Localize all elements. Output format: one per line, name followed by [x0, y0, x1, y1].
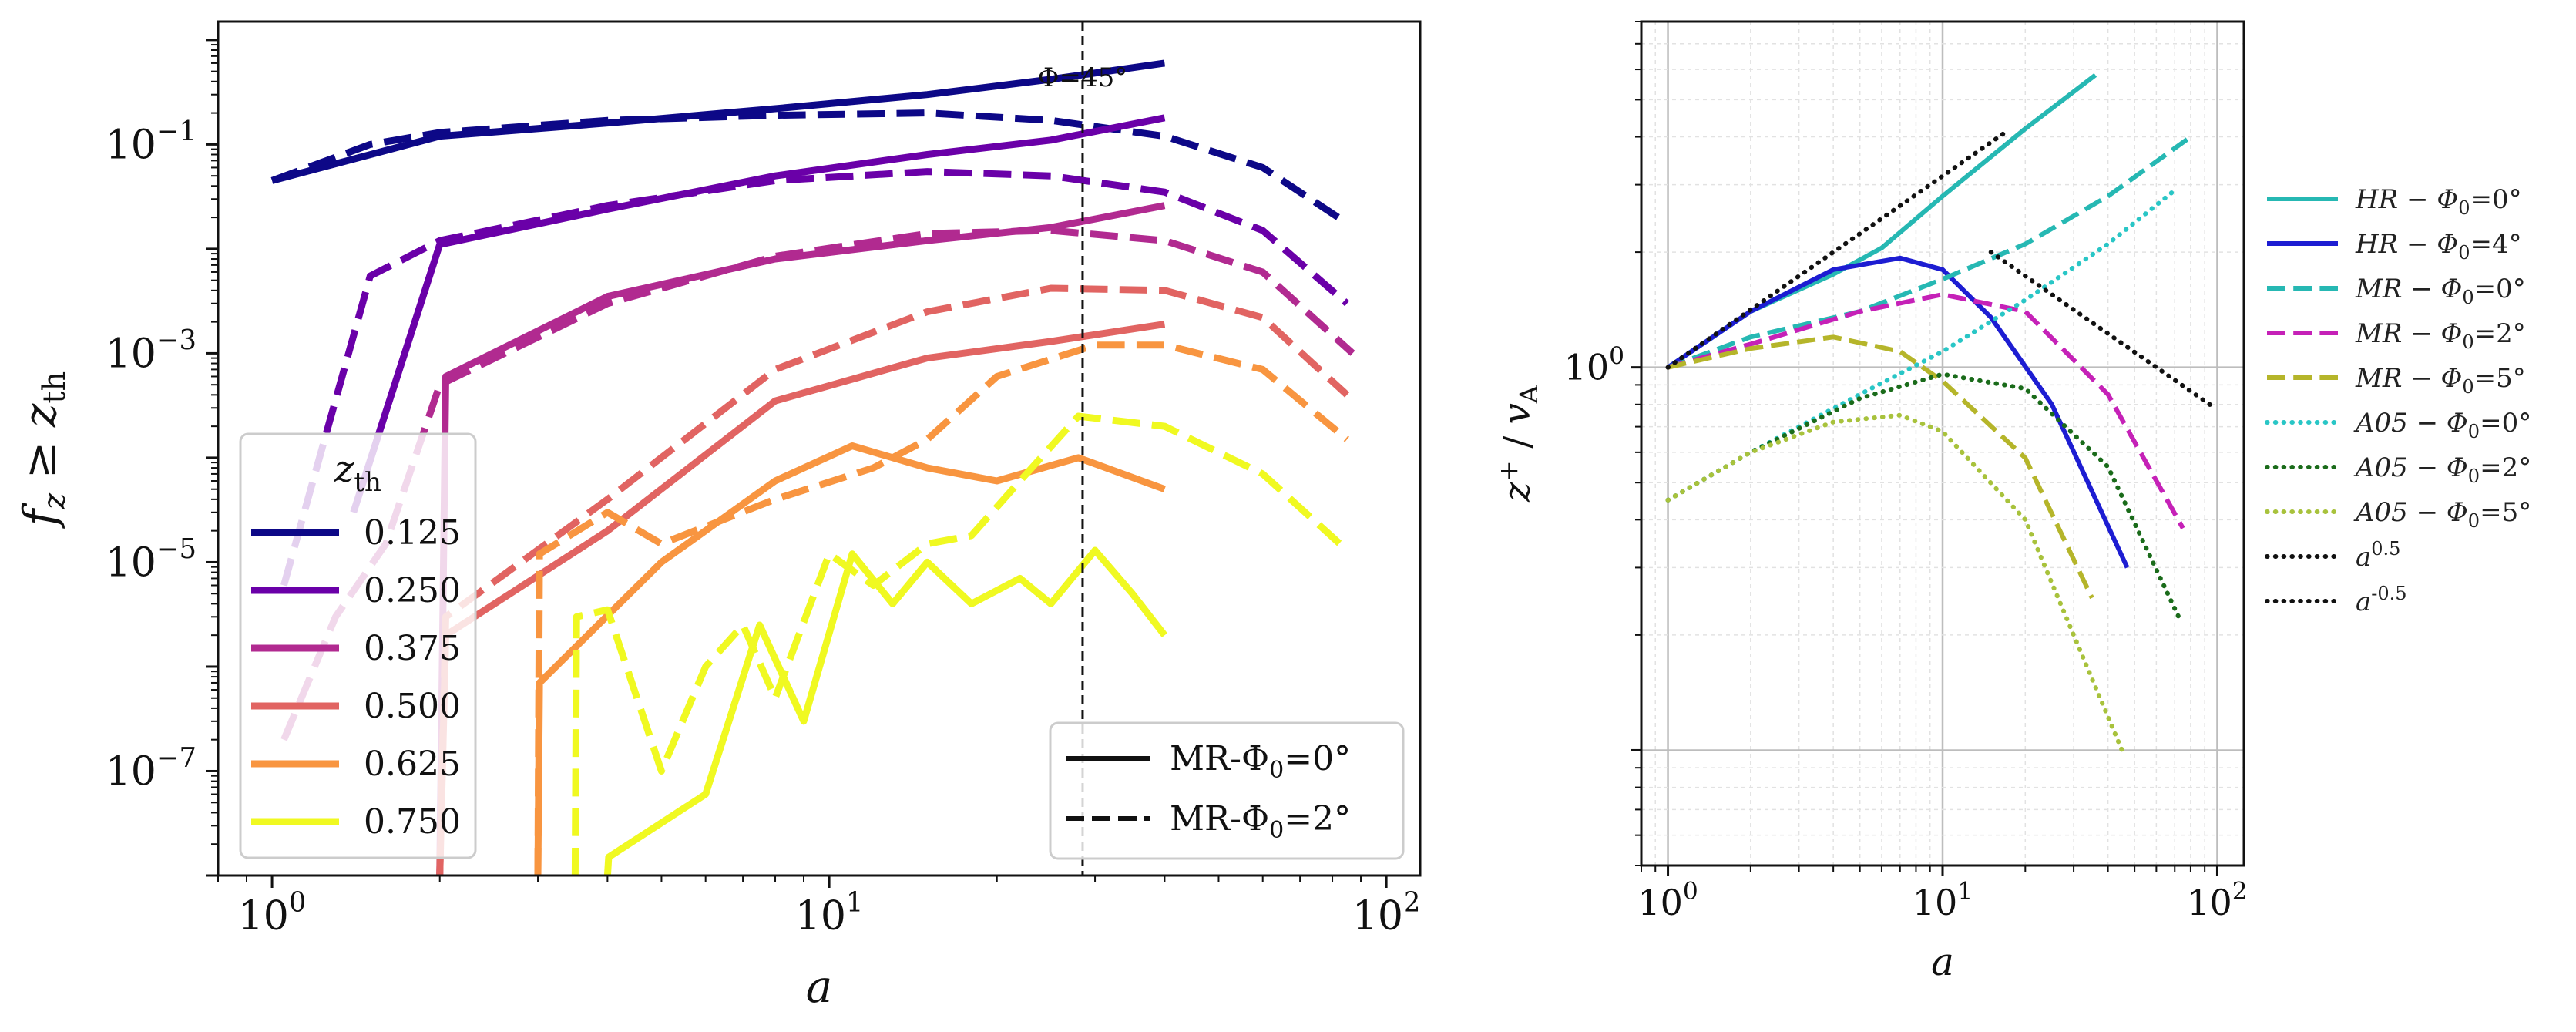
right-legend-label: A05 − Φ0=0°	[2353, 408, 2531, 442]
legend-style-label: MR-Φ0=2°	[1170, 799, 1351, 844]
right-x-tick-label: 102	[2187, 877, 2247, 923]
right-x-tick-label: 101	[1913, 877, 1973, 923]
series-line-MRΦ05	[1667, 334, 2094, 600]
left-plot-frame	[217, 20, 1422, 877]
legend-zth-label: 0.250	[364, 571, 461, 610]
right-legend-label: A05 − Φ0=5°	[2353, 497, 2531, 532]
left-x-tick-label: 100	[238, 887, 307, 940]
left-y-tick-label: 10−5	[106, 533, 196, 586]
series-line-zth-0.625-solid	[534, 442, 1166, 876]
series-line-A05Φ00	[1665, 187, 2178, 503]
left-x-tick-label: 102	[1352, 887, 1421, 940]
right-x-tick-label: 100	[1637, 877, 1698, 923]
series-line-a^-0.5	[1988, 250, 2214, 408]
series-line-A05Φ02	[1665, 371, 2182, 622]
series-line-zth-0.250-solid	[350, 114, 1166, 514]
legend-zth-label: 0.500	[364, 687, 461, 726]
right-legend-label: A05 − Φ0=2°	[2353, 452, 2531, 487]
right-y-axis-label: z+ / vA	[1493, 385, 1543, 503]
legend-style-label: MR-Φ0=0°	[1170, 739, 1351, 784]
legend-zth-label: 0.625	[364, 745, 461, 784]
left-y-tick-label: 10−1	[106, 116, 196, 168]
right-legend-label: a0.5	[2356, 538, 2400, 573]
left-x-axis-label: a	[806, 960, 833, 1013]
series-line-zth-0.500-dashed	[436, 284, 1350, 876]
series-line-MRΦ00	[1667, 135, 2192, 370]
legend-zth-title: zth	[334, 448, 381, 498]
right-legend-label: MR − Φ0=0°	[2355, 274, 2526, 308]
legend-zth-label: 0.375	[364, 629, 461, 668]
series-line-zth-0.250-dashed	[280, 168, 1350, 587]
right-y-tick-label: 100	[1564, 342, 1624, 388]
series-line-MRΦ02	[1667, 292, 2185, 529]
series-line-zth-0.125-dashed	[270, 109, 1341, 220]
series-line-zth-0.750-solid	[603, 546, 1167, 876]
series-line-zth-0.125-solid	[270, 59, 1166, 184]
phi-45-label: Φ=45°	[1038, 62, 1128, 93]
series-line-a^0.5	[1665, 127, 2012, 370]
legend-zth-box	[239, 432, 477, 859]
series-line-zth-0.625-dashed	[534, 341, 1349, 876]
right-legend-label: HR − Φ0=4°	[2355, 229, 2522, 264]
right-x-axis-label: a	[1931, 940, 1954, 984]
left-y-tick-label: 10−3	[106, 324, 196, 377]
left-y-axis-label: fz ≥ zth	[14, 371, 72, 529]
left-y-tick-label: 10−7	[106, 742, 196, 795]
series-line-zth-0.750-dashed	[571, 412, 1350, 876]
right-legend-label: a-0.5	[2356, 583, 2407, 617]
left-x-tick-label: 101	[795, 887, 864, 940]
right-legend-label: MR − Φ0=2°	[2355, 318, 2526, 353]
series-line-A05Φ05	[1665, 412, 2124, 753]
legend-zth-label: 0.125	[364, 513, 461, 553]
right-legend-label: HR − Φ0=0°	[2355, 184, 2522, 219]
series-line-HRΦ04	[1666, 255, 2130, 569]
legend-zth-label: 0.750	[364, 802, 461, 842]
right-legend-label: MR − Φ0=5°	[2355, 363, 2526, 398]
